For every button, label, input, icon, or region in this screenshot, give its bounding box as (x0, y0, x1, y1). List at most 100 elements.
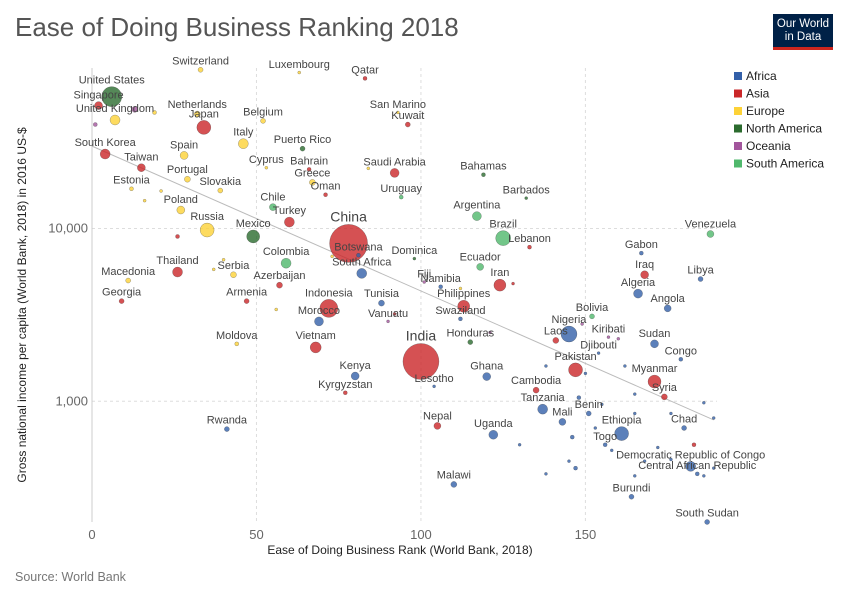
label-spain: Spain (170, 139, 198, 151)
label-barbados: Barbados (503, 185, 551, 197)
point-nigeria (560, 325, 578, 343)
label-oman: Oman (311, 181, 341, 193)
trendline (91, 145, 714, 421)
point-unlabeled (131, 106, 138, 113)
point-chile (269, 203, 277, 211)
point-unlabeled (544, 472, 548, 476)
legend-label-north-america: North America (746, 122, 822, 136)
point-south-africa (356, 268, 367, 279)
grid (92, 68, 717, 522)
point-mali (558, 418, 567, 426)
point-unlabeled (610, 448, 614, 453)
label-venezuela: Venezuela (685, 218, 737, 230)
point-bahamas (481, 172, 486, 177)
label-kenya: Kenya (340, 360, 372, 372)
point-unlabeled (175, 234, 180, 239)
point-unlabeled (656, 445, 660, 450)
owid-logo[interactable]: Our World in Data (773, 14, 833, 50)
label-united-states: United States (79, 75, 146, 87)
label-syria: Syria (652, 382, 678, 394)
point-congo (678, 357, 684, 362)
label-china: China (330, 208, 367, 224)
point-chad (681, 425, 687, 431)
point-united-kingdom (109, 114, 121, 126)
label-tunisia: Tunisia (364, 288, 400, 300)
label-slovakia: Slovakia (200, 176, 242, 188)
point-ecuador (476, 263, 484, 271)
point-unlabeled (212, 267, 216, 272)
label-bolivia: Bolivia (576, 302, 609, 314)
label-portugal: Portugal (167, 164, 208, 176)
point-armenia (243, 298, 250, 304)
point-honduras (467, 339, 473, 345)
label-cambodia: Cambodia (511, 375, 562, 387)
point-unlabeled (702, 474, 706, 478)
point-unlabeled (642, 459, 647, 463)
point-bahrain (306, 167, 312, 172)
point-syria (661, 393, 668, 401)
point-unlabeled (458, 286, 463, 291)
point-unlabeled (567, 459, 571, 463)
point-unlabeled (600, 402, 604, 407)
label-uganda: Uganda (474, 418, 513, 430)
label-algeria: Algeria (621, 277, 656, 289)
point-greece (309, 179, 316, 186)
point-turkey (284, 216, 295, 228)
label-kuwait: Kuwait (391, 110, 424, 122)
point-central-african-republic (695, 471, 700, 477)
point-mexico (246, 229, 260, 244)
point-portugal (184, 176, 191, 183)
label-taiwan: Taiwan (124, 152, 158, 164)
y-tick-label: 1,000 (55, 393, 88, 408)
point-uruguay (399, 194, 404, 200)
point-kuwait (405, 121, 411, 128)
point-ghana (482, 372, 491, 381)
point-ethiopia (614, 426, 629, 441)
point-malawi (450, 481, 458, 488)
point-saudi-arabia (389, 168, 400, 178)
point-tunisia (378, 299, 385, 307)
label-bahamas: Bahamas (460, 161, 507, 173)
point-unlabeled (159, 189, 163, 193)
label-colombia: Colombia (263, 246, 310, 258)
legend-swatch-europe (734, 107, 742, 115)
logo-line-1: Our World (776, 18, 830, 30)
label-djibouti: Djibouti (580, 340, 617, 352)
x-tick-label: 100 (410, 527, 432, 542)
x-tick-label: 0 (88, 527, 95, 542)
y-tick-label: 10,000 (48, 221, 88, 236)
label-macedonia: Macedonia (101, 266, 156, 278)
point-togo (602, 442, 608, 447)
point-unlabeled (366, 166, 371, 171)
point-san-marino (396, 110, 400, 115)
point-vietnam (309, 341, 322, 354)
point-kiribati (606, 335, 611, 339)
point-italy (238, 138, 249, 149)
point-iran (493, 278, 507, 292)
point-bolivia (589, 313, 595, 320)
label-south-africa: South Africa (332, 256, 392, 268)
label-chad: Chad (671, 414, 697, 426)
x-tick-label: 50 (249, 527, 263, 542)
label-congo: Congo (665, 345, 697, 357)
label-lesotho: Lesotho (415, 373, 454, 385)
point-macedonia (125, 277, 131, 284)
label-argentina: Argentina (453, 200, 501, 212)
label-ethiopia: Ethiopia (602, 415, 643, 427)
point-vanuatu (386, 319, 390, 324)
point-puerto-rico (299, 145, 306, 152)
point-namibia (438, 284, 443, 289)
legend-label-oceania: Oceania (746, 139, 791, 153)
point-unlabeled (544, 364, 548, 368)
point-djibouti (596, 351, 601, 355)
point-dominica (412, 256, 417, 261)
point-japan (196, 120, 212, 135)
label-puerto-rico: Puerto Rico (274, 134, 331, 146)
label-kyrgyzstan: Kyrgyzstan (318, 379, 372, 391)
point-iraq (640, 270, 649, 279)
point-taiwan (137, 163, 146, 172)
label-serbia: Serbia (218, 260, 251, 272)
label-pakistan: Pakistan (554, 351, 596, 363)
point-azerbaijan (276, 281, 283, 289)
label-united-kingdom: United Kingdom (76, 103, 154, 115)
